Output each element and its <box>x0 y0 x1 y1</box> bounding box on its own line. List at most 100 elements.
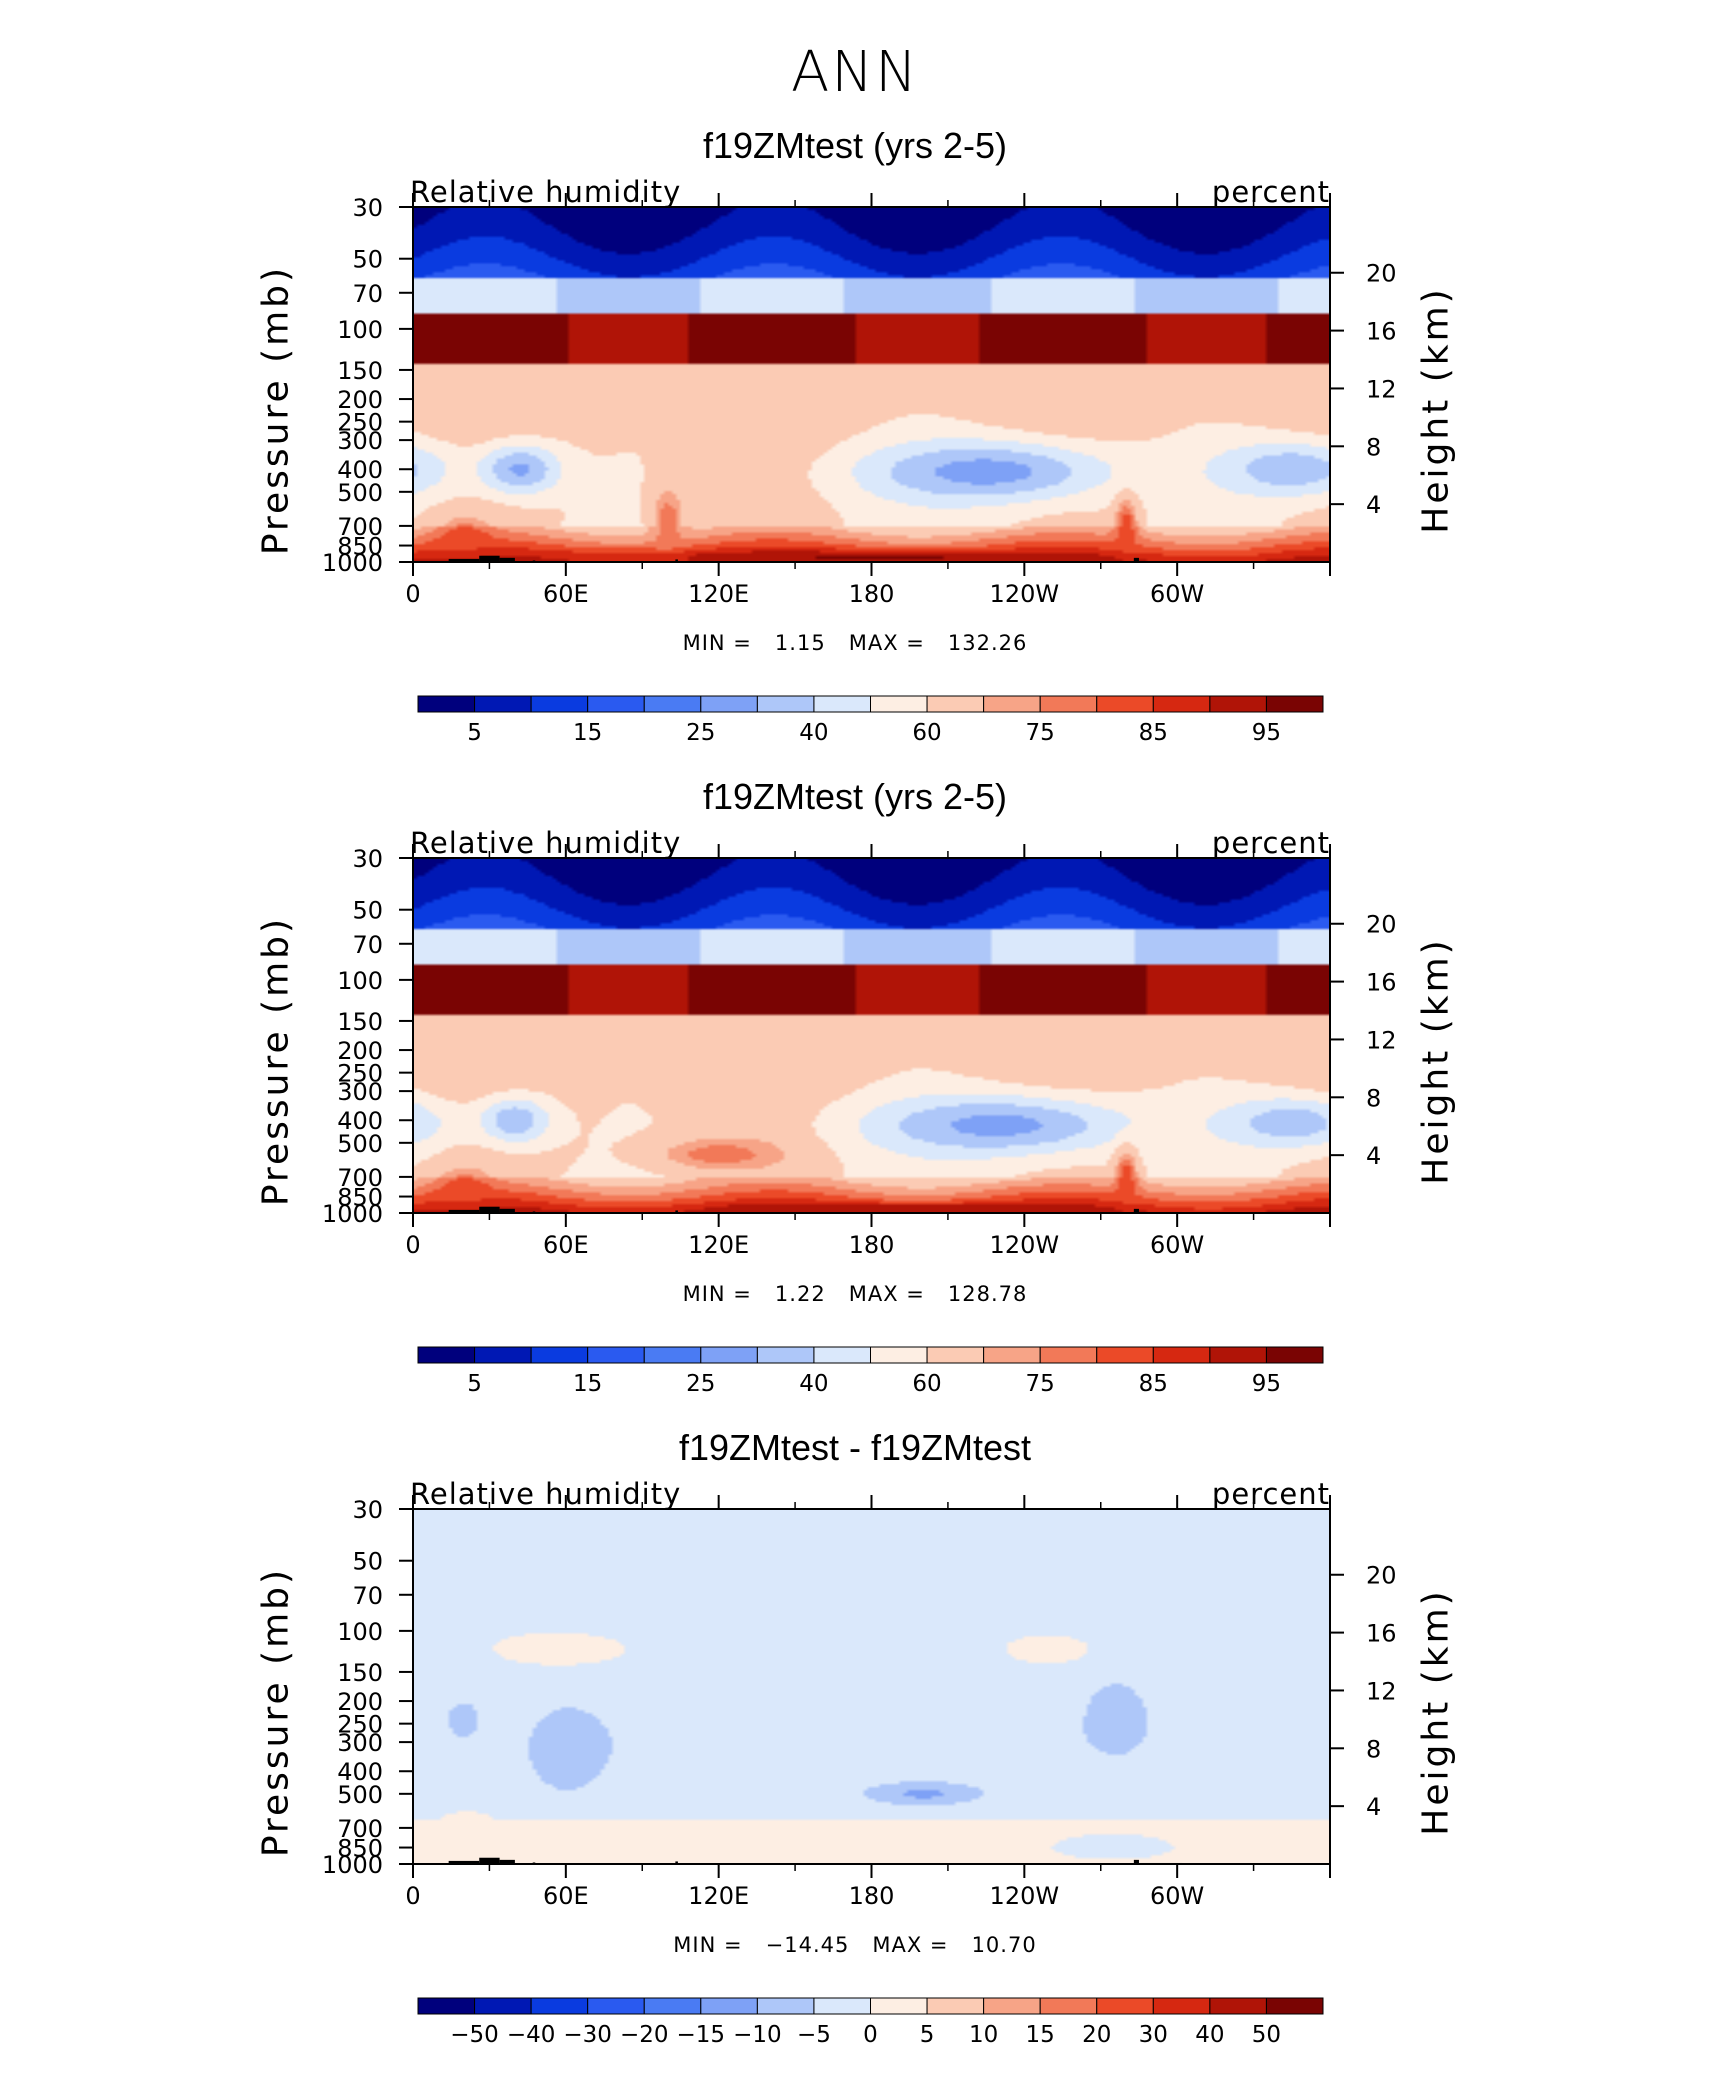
y-tick-label: 400 <box>337 1107 383 1135</box>
colorbar-swatch <box>1039 695 1098 713</box>
x-tick-label: 0 <box>405 1231 420 1259</box>
y-tick-label: 200 <box>337 1688 383 1716</box>
x-tick-label: 0 <box>405 580 420 608</box>
colorbar-label: 5 <box>467 1371 482 1397</box>
y-tick-label-right: 8 <box>1366 433 1381 461</box>
y-tick-label: 250 <box>337 1711 383 1739</box>
colorbar-label: 60 <box>912 720 941 746</box>
x-tick-label: 180 <box>849 1882 895 1910</box>
colorbar-swatch <box>813 1346 871 1364</box>
x-tick-label: 60E <box>543 580 589 608</box>
y-tick-label: 150 <box>337 1659 383 1687</box>
y-tick-label: 500 <box>337 1781 383 1809</box>
colorbar-label: 40 <box>1195 2022 1224 2048</box>
colorbar-label: −15 <box>677 2022 726 2048</box>
colorbar-swatch <box>530 1346 589 1364</box>
y-tick-label-right: 16 <box>1366 318 1397 346</box>
colorbar-swatch <box>983 1997 1041 2015</box>
colorbar-swatch <box>1265 1997 1324 2015</box>
x-tick-label: 60W <box>1150 580 1204 608</box>
panel-title: f19ZMtest (yrs 2-5) <box>702 776 1008 817</box>
x-tick-label: 0 <box>405 1882 420 1910</box>
x-tick-label: 180 <box>849 580 895 608</box>
max-label: MAX = <box>872 1933 949 1957</box>
colorbar-label: 0 <box>863 2022 878 2048</box>
colorbar-swatch <box>474 1346 532 1364</box>
heatmap-field <box>413 1509 1330 1864</box>
topography-mask <box>1133 1208 1139 1213</box>
x-tick-label: 120E <box>688 1231 749 1259</box>
colorbar-label: −40 <box>507 2022 556 2048</box>
x-tick-label: 120W <box>990 1231 1060 1259</box>
figure-title: ANN <box>790 40 920 105</box>
y-tick-label: 100 <box>337 316 383 344</box>
y-tick-label-right: 4 <box>1366 1793 1381 1821</box>
y-tick-label-right: 20 <box>1366 911 1397 939</box>
colorbar-label: 85 <box>1139 1371 1168 1397</box>
colorbar-swatch <box>643 1997 702 2015</box>
colorbar-swatch <box>1096 1346 1154 1364</box>
y-tick-label-right: 20 <box>1366 260 1397 288</box>
colorbar-swatch <box>813 695 871 713</box>
colorbar-label: 15 <box>1026 2022 1055 2048</box>
plot-svg: 0 60E 120E 180 120W 60W3050701001502002503004… <box>322 193 1397 746</box>
min-value: 1.15 <box>774 631 826 655</box>
variable-label: Relative humidity <box>410 175 682 209</box>
colorbar-label: 15 <box>573 1371 602 1397</box>
y-tick-label: 300 <box>337 427 383 455</box>
colorbar-label: −10 <box>733 2022 782 2048</box>
chart-panel-3: f19ZMtest - f19ZMtest Relative humidity … <box>0 1427 1710 2077</box>
topography-mask <box>479 555 500 562</box>
y-tick-label: 1000 <box>322 1200 383 1228</box>
y-tick-label: 100 <box>337 1618 383 1646</box>
min-label: MIN = <box>682 1282 752 1306</box>
topography-mask <box>499 557 515 562</box>
colorbar-swatch <box>983 695 1041 713</box>
min-value: −14.45 <box>765 1933 850 1957</box>
min-max-readout: MIN = −14.45 MAX = 10.70 <box>0 1933 1710 1957</box>
x-tick-label: 60E <box>543 1882 589 1910</box>
colorbar-swatch <box>1096 695 1154 713</box>
x-tick-label: 60W <box>1150 1882 1204 1910</box>
y-tick-label: 30 <box>352 845 383 873</box>
y-tick-label: 300 <box>337 1078 383 1106</box>
units-label: percent <box>1211 1477 1330 1511</box>
x-tick-label: 60W <box>1150 1231 1204 1259</box>
units-label: percent <box>1211 175 1330 209</box>
max-label: MAX = <box>848 631 925 655</box>
colorbar-label: 50 <box>1252 2022 1281 2048</box>
y-tick-label: 70 <box>352 931 383 959</box>
y-tick-label: 700 <box>337 513 383 541</box>
topography-mask <box>479 1857 500 1864</box>
topography-mask <box>1133 557 1139 562</box>
colorbar-label: 10 <box>969 2022 998 2048</box>
y-tick-label-right: 8 <box>1366 1735 1381 1763</box>
colorbar-label: 25 <box>686 720 715 746</box>
colorbar-swatch <box>870 1346 928 1364</box>
colorbar-swatch <box>417 1997 476 2015</box>
colorbar-swatch <box>530 1997 589 2015</box>
min-value: 1.22 <box>774 1282 826 1306</box>
colorbar-swatch <box>474 695 532 713</box>
colorbar-swatch <box>1039 1346 1098 1364</box>
colorbar-label: 95 <box>1252 720 1281 746</box>
y-tick-label: 1000 <box>322 549 383 577</box>
colorbar-label: 95 <box>1252 1371 1281 1397</box>
colorbar-swatch <box>417 695 476 713</box>
y-tick-label-right: 12 <box>1366 375 1397 403</box>
colorbar-label: −20 <box>620 2022 669 2048</box>
colorbar-swatch <box>587 1997 645 2015</box>
y-tick-label: 400 <box>337 456 383 484</box>
y-tick-label: 200 <box>337 1037 383 1065</box>
colorbar-swatch <box>756 1346 815 1364</box>
variable-label: Relative humidity <box>410 1477 682 1511</box>
colorbar-swatch <box>1209 695 1267 713</box>
y-tick-label: 150 <box>337 1008 383 1036</box>
x-tick-label: 120E <box>688 1882 749 1910</box>
max-label: MAX = <box>848 1282 925 1306</box>
y-tick-label-right: 12 <box>1366 1026 1397 1054</box>
y-tick-label-right: 16 <box>1366 1620 1397 1648</box>
x-tick-label: 180 <box>849 1231 895 1259</box>
topography-mask <box>448 1209 480 1213</box>
x-tick-label: 120W <box>990 1882 1060 1910</box>
